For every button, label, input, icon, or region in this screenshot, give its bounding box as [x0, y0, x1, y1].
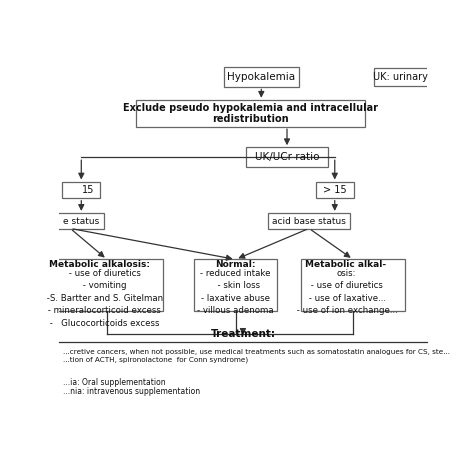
Text: redistribution: redistribution [212, 114, 289, 124]
FancyBboxPatch shape [316, 182, 354, 199]
Text: ...tion of ACTH, spironolactone  for Conn syndrome): ...tion of ACTH, spironolactone for Conn… [63, 357, 248, 364]
FancyBboxPatch shape [36, 213, 104, 229]
Text: ...ia: Oral supplementation: ...ia: Oral supplementation [63, 378, 165, 387]
Text: acid base status: acid base status [272, 217, 346, 226]
FancyBboxPatch shape [194, 259, 277, 311]
FancyBboxPatch shape [374, 68, 435, 86]
FancyBboxPatch shape [268, 213, 350, 229]
Text: Treatment:: Treatment: [210, 329, 275, 339]
Text: Metabolic alkal-: Metabolic alkal- [305, 260, 386, 269]
Text: ...nia: intravenous supplementation: ...nia: intravenous supplementation [63, 387, 200, 396]
Text: Metabolic alkalosis:: Metabolic alkalosis: [49, 260, 150, 269]
FancyBboxPatch shape [62, 182, 100, 199]
Text: Normal:: Normal: [215, 260, 256, 269]
Text: ...cretive cancers, when not possible, use medical treatments such as somatostat: ...cretive cancers, when not possible, u… [63, 349, 450, 355]
FancyBboxPatch shape [246, 147, 328, 167]
FancyBboxPatch shape [224, 67, 299, 87]
Text: Exclude pseudo hypokalemia and intracellular: Exclude pseudo hypokalemia and intracell… [123, 103, 378, 113]
Text: - use of diuretics
 - vomiting
 -S. Bartter and S. Gitelman
 - mineralocorticoid: - use of diuretics - vomiting -S. Bartte… [44, 269, 163, 328]
Text: osis:
 - use of diuretics
 - use of laxative...
 - use of ion exchange...: osis: - use of diuretics - use of laxati… [294, 269, 398, 315]
Text: UK/UCr ratio: UK/UCr ratio [255, 152, 319, 162]
Text: e status: e status [63, 217, 100, 226]
FancyBboxPatch shape [301, 259, 405, 311]
Text: Hypokalemia: Hypokalemia [227, 72, 295, 82]
Text: - reduced intake
  - skin loss
- laxative abuse
- villous adenoma: - reduced intake - skin loss - laxative … [197, 269, 274, 315]
FancyBboxPatch shape [51, 259, 163, 311]
Text: > 15: > 15 [323, 185, 346, 195]
FancyBboxPatch shape [136, 100, 365, 127]
Text: UK: urinary: UK: urinary [374, 72, 428, 82]
Text: 15: 15 [82, 185, 95, 195]
